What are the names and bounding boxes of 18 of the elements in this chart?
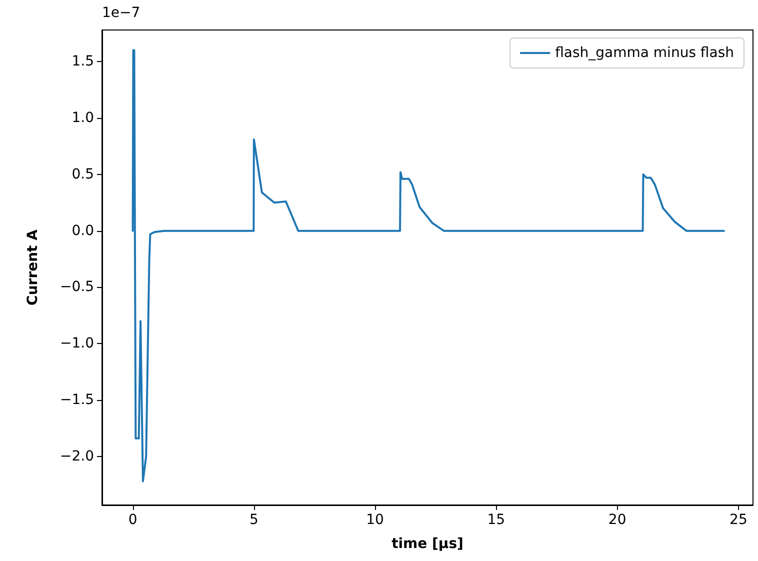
y-axis-title: Current A (25, 229, 41, 306)
x-tick-label: 5 (249, 512, 258, 528)
y-tick-label: 0.5 (72, 166, 94, 182)
y-tick-label: 1.5 (72, 54, 94, 70)
y-tick-label: 1.0 (72, 110, 94, 126)
x-axis-title: time [μs] (392, 536, 464, 552)
legend-label: flash_gamma minus flash (555, 45, 734, 61)
y-tick-label: 0.0 (72, 222, 94, 239)
y-tick-label: −1.5 (60, 392, 94, 408)
x-tick-label: 0 (128, 512, 138, 528)
y-tick-label: −1.0 (60, 336, 94, 352)
y-tick-label: −0.5 (60, 279, 94, 296)
x-tick-label: 25 (730, 512, 748, 528)
x-tick-label: 15 (487, 512, 506, 528)
y-tick-label: −2.0 (60, 448, 94, 464)
x-tick-label: 20 (608, 512, 626, 528)
x-tick-label: 10 (366, 512, 384, 528)
text: 1e−7 (102, 5, 140, 21)
